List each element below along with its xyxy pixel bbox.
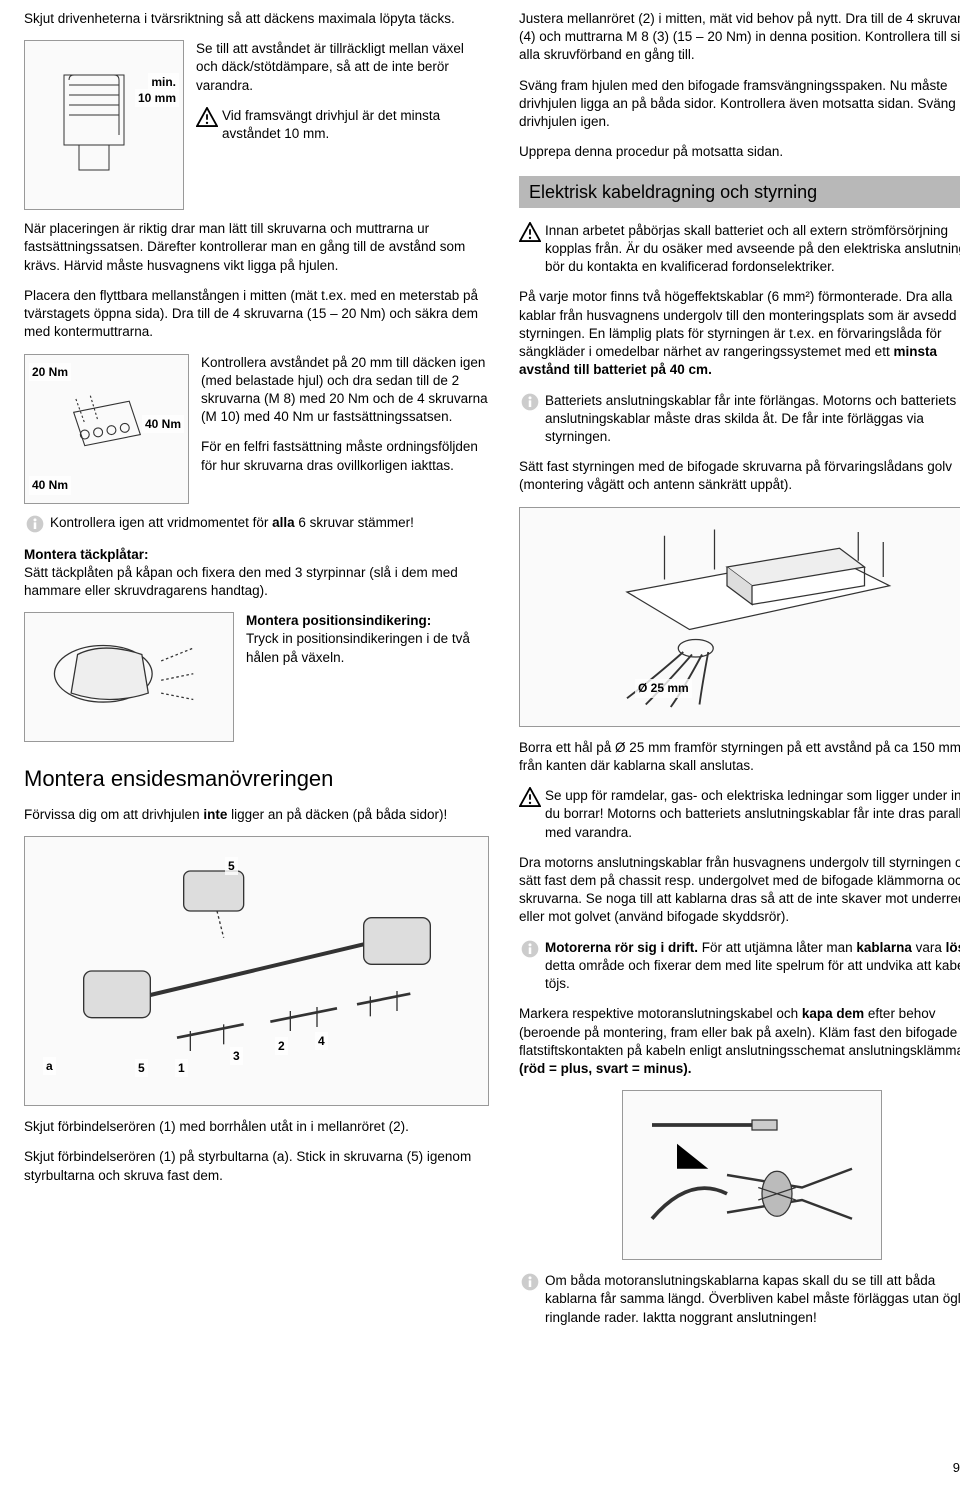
paragraph: Skjut förbindelserören (1) på styrbultar… [24, 1148, 489, 1184]
info-icon [519, 1272, 541, 1292]
info-text: Om båda motoranslutningskablarna kapas s… [545, 1272, 960, 1327]
electrical-heading: Elektrisk kabeldragning och styrning [519, 176, 960, 208]
paragraph: Markera respektive motoranslutningskabel… [519, 1005, 960, 1078]
illus-label-40nm-2: 40 Nm [29, 476, 71, 494]
paragraph: Skjut förbindelserören (1) med borrhålen… [24, 1118, 489, 1136]
illus-label-40nm: 40 Nm [142, 415, 184, 433]
info-notice: Om båda motoranslutningskablarna kapas s… [519, 1272, 960, 1327]
info-icon [519, 392, 541, 412]
paragraph: Förvissa dig om att drivhjulen inte ligg… [24, 806, 489, 824]
illustration-controller: Ø 25 mm [519, 507, 960, 727]
illus-label-5b: 5 [135, 1059, 148, 1077]
paragraph: När placeringen är riktig drar man lätt … [24, 220, 489, 275]
info-icon [24, 514, 46, 534]
cover-plates-heading: Montera täckplåtar: Sätt täckplåten på k… [24, 546, 489, 601]
info-text: Motorerna rör sig i drift. För att utjäm… [545, 939, 960, 994]
single-side-heading: Montera ensidesmanövreringen [24, 764, 489, 794]
figure-row: Montera positionsindikering: Tryck in po… [24, 612, 489, 742]
warning-text: Innan arbetet påbörjas skall batteriet o… [545, 222, 960, 277]
warning-notice: Vid framsvängt drivhjul är det minsta av… [196, 107, 489, 143]
illus-label-5: 5 [225, 857, 238, 875]
warning-text: Vid framsvängt drivhjul är det minsta av… [222, 107, 489, 143]
illus-label-20nm: 20 Nm [29, 363, 71, 381]
paragraph: Kontrollera avståndet på 20 mm till däck… [201, 354, 489, 427]
paragraph: Justera mellanröret (2) i mitten, mät vi… [519, 10, 960, 65]
paragraph: Borra ett hål på Ø 25 mm framför styrnin… [519, 739, 960, 775]
paragraph: Skjut drivenheterna i tvärsriktning så a… [24, 10, 489, 28]
warning-icon [519, 787, 541, 807]
info-text: Kontrollera igen att vridmomentet för al… [50, 514, 489, 532]
paragraph: Dra motorns anslutningskablar från husva… [519, 854, 960, 927]
illustration-drive-unit: min. 10 mm [24, 40, 184, 210]
illus-label-2: 2 [275, 1037, 288, 1055]
page-number: 9 [953, 1459, 960, 1477]
warning-icon [196, 107, 218, 127]
figure-row: 20 Nm 40 Nm 40 Nm Kontrollera avståndet … [24, 354, 489, 504]
paragraph: Placera den flyttbara mellanstången i mi… [24, 287, 489, 342]
paragraph: Se till att avståndet är tillräckligt me… [196, 40, 489, 95]
warning-icon [519, 222, 541, 242]
paragraph: Upprepa denna procedur på motsatta sidan… [519, 143, 960, 161]
illus-label-1: 1 [175, 1059, 188, 1077]
left-column: Skjut drivenheterna i tvärsriktning så a… [24, 10, 489, 1339]
info-icon [519, 939, 541, 959]
warning-text: Se upp för ramdelar, gas- och elektriska… [545, 787, 960, 842]
warning-notice: Se upp för ramdelar, gas- och elektriska… [519, 787, 960, 842]
paragraph: Sätt fast styrningen med de bifogade skr… [519, 458, 960, 494]
info-notice: Motorerna rör sig i drift. För att utjäm… [519, 939, 960, 994]
paragraph: På varje motor finns två högeffektskabla… [519, 288, 960, 379]
position-indicator-heading: Montera positionsindikering: Tryck in po… [246, 612, 489, 667]
illus-label-10mm: 10 mm [135, 89, 179, 107]
illustration-crimp [622, 1090, 882, 1260]
illus-label-3: 3 [230, 1047, 243, 1065]
illustration-assembly: 5 a 5 1 3 2 4 [24, 836, 489, 1106]
illustration-cover [24, 612, 234, 742]
illus-label-25mm: Ø 25 mm [635, 679, 692, 697]
illus-label-4: 4 [315, 1032, 328, 1050]
paragraph: Sväng fram hjulen med den bifogade frams… [519, 77, 960, 132]
paragraph: För en felfri fastsättning måste ordning… [201, 438, 489, 474]
figure-row: min. 10 mm Se till att avståndet är till… [24, 40, 489, 210]
illus-label-a: a [43, 1057, 56, 1075]
warning-notice: Innan arbetet påbörjas skall batteriet o… [519, 222, 960, 277]
info-notice: Batteriets anslutningskablar får inte fö… [519, 392, 960, 447]
illustration-bracket: 20 Nm 40 Nm 40 Nm [24, 354, 189, 504]
info-notice: Kontrollera igen att vridmomentet för al… [24, 514, 489, 534]
right-column: Justera mellanröret (2) i mitten, mät vi… [519, 10, 960, 1339]
info-text: Batteriets anslutningskablar får inte fö… [545, 392, 960, 447]
